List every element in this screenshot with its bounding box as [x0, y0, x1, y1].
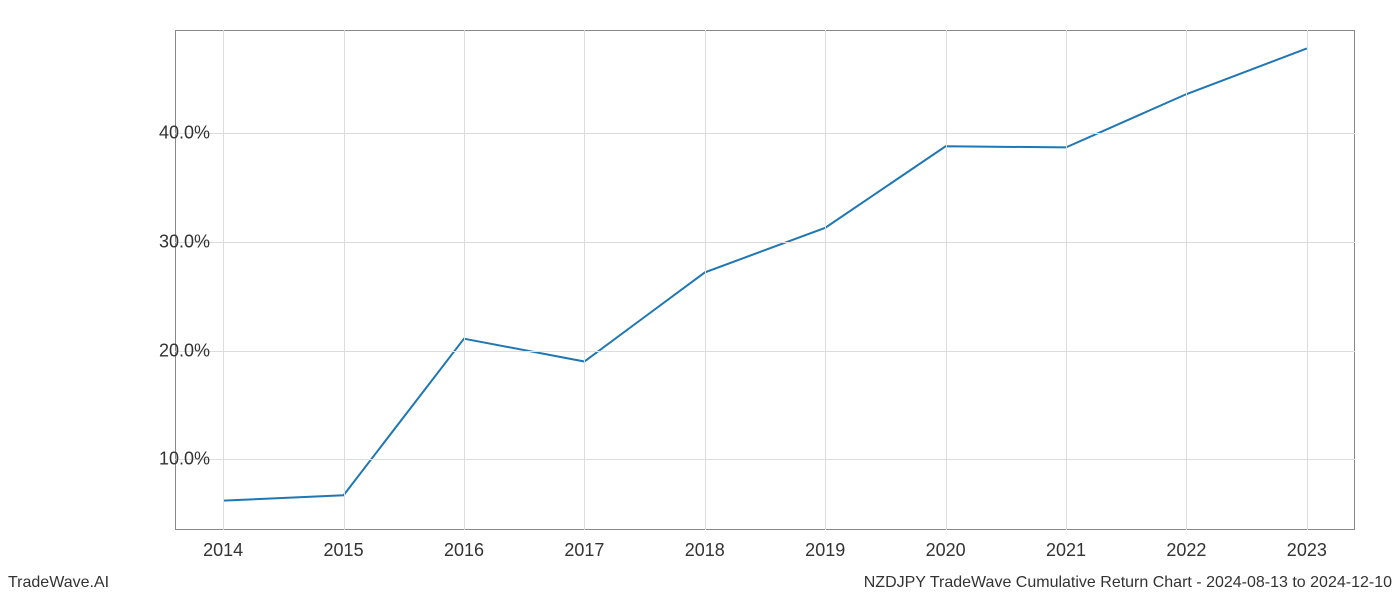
grid-line-v: [464, 30, 465, 530]
grid-line-v: [1066, 30, 1067, 530]
grid-line-v: [344, 30, 345, 530]
chart-svg: [175, 30, 1355, 530]
chart-container: [175, 30, 1355, 530]
data-line: [223, 48, 1307, 500]
grid-line-h: [175, 133, 1355, 134]
x-tick-label: 2016: [444, 540, 484, 561]
x-tick-label: 2017: [564, 540, 604, 561]
grid-line-v: [705, 30, 706, 530]
x-tick-label: 2022: [1166, 540, 1206, 561]
x-tick-label: 2014: [203, 540, 243, 561]
grid-line-h: [175, 351, 1355, 352]
footer-brand: TradeWave.AI: [8, 574, 109, 592]
grid-line-v: [223, 30, 224, 530]
y-tick-label: 40.0%: [130, 123, 210, 144]
x-tick-label: 2015: [324, 540, 364, 561]
footer-title: NZDJPY TradeWave Cumulative Return Chart…: [864, 574, 1392, 592]
x-tick-label: 2023: [1287, 540, 1327, 561]
x-tick-label: 2018: [685, 540, 725, 561]
y-tick-label: 20.0%: [130, 340, 210, 361]
grid-line-v: [584, 30, 585, 530]
grid-line-v: [825, 30, 826, 530]
grid-line-h: [175, 459, 1355, 460]
x-tick-label: 2021: [1046, 540, 1086, 561]
y-tick-label: 10.0%: [130, 449, 210, 470]
grid-line-h: [175, 242, 1355, 243]
x-tick-label: 2019: [805, 540, 845, 561]
grid-line-v: [946, 30, 947, 530]
grid-line-v: [1307, 30, 1308, 530]
y-tick-label: 30.0%: [130, 231, 210, 252]
grid-line-v: [1186, 30, 1187, 530]
x-tick-label: 2020: [926, 540, 966, 561]
